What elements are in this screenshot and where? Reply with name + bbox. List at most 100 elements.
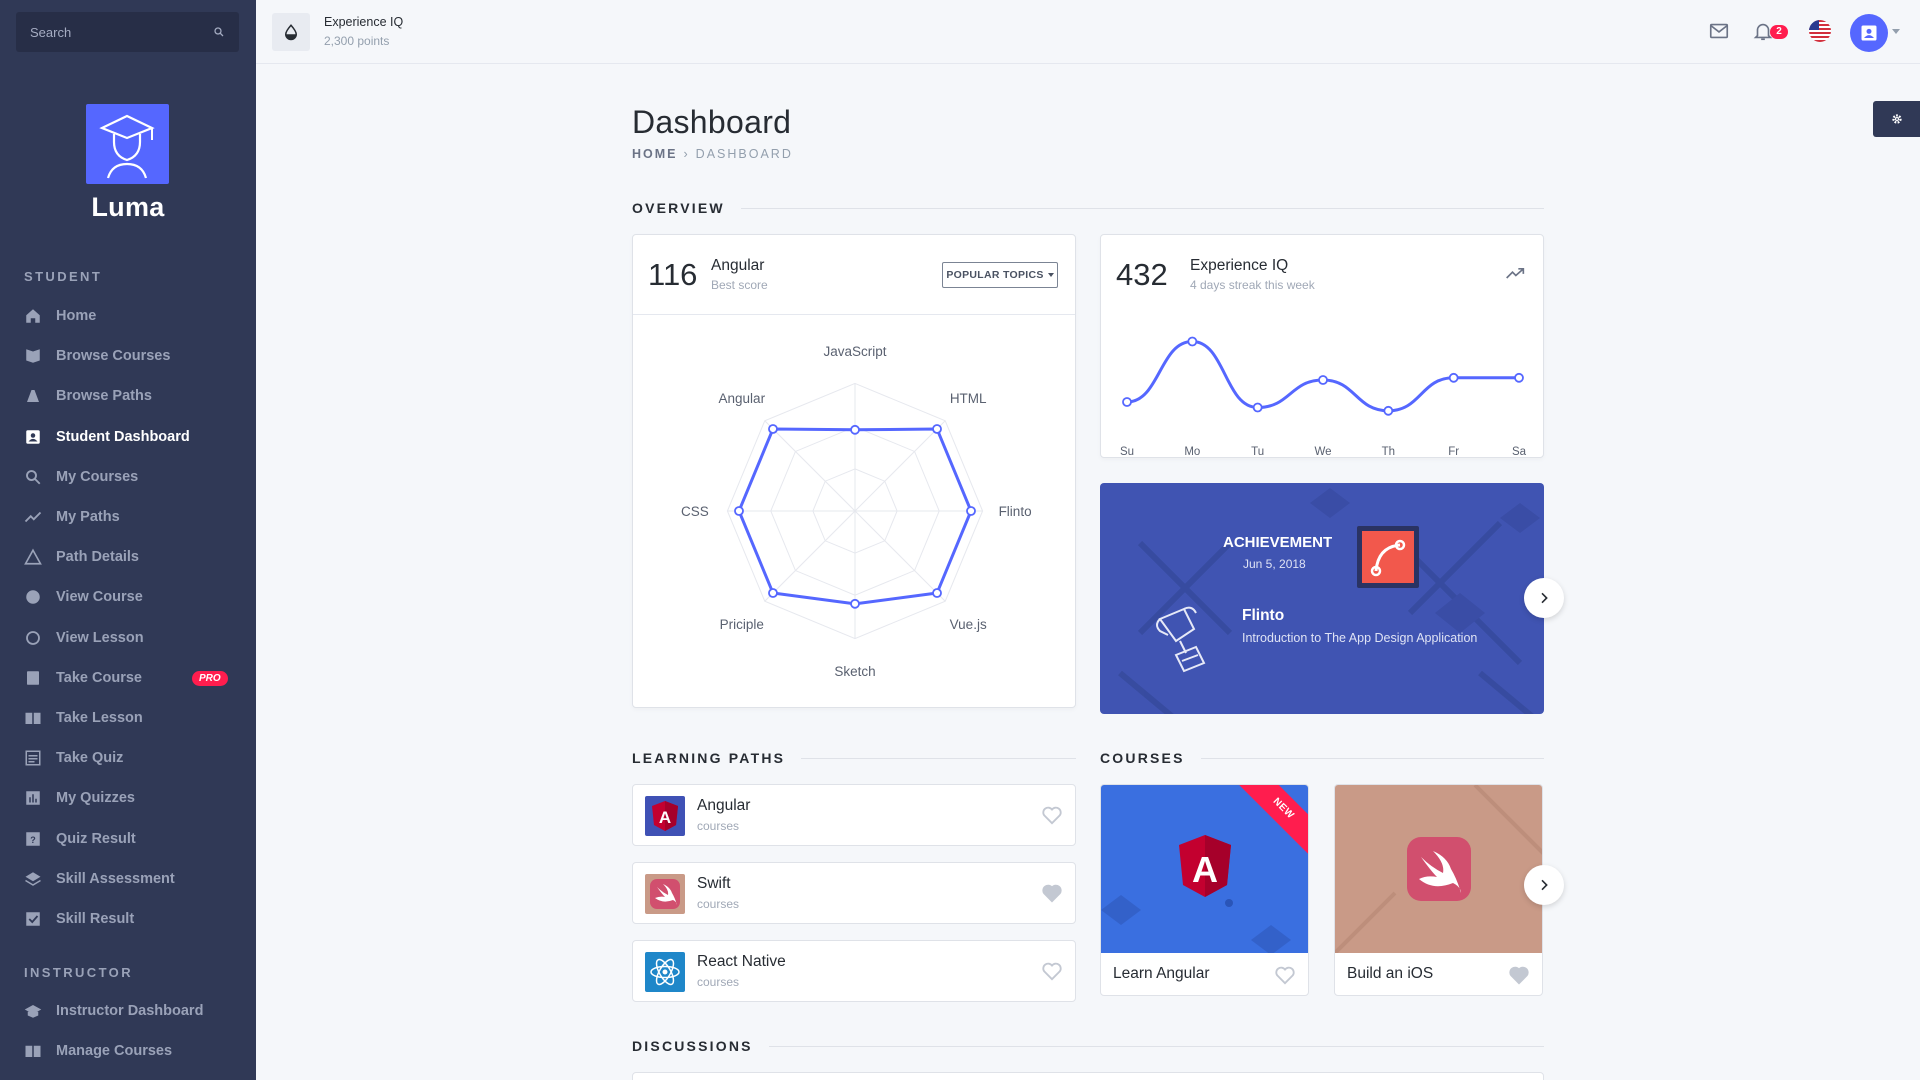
sidebar-item-view-lesson[interactable]: View Lesson <box>24 623 240 653</box>
weekday-tick-label: Mo <box>1184 446 1200 455</box>
radar-label: Flinto <box>999 504 1032 519</box>
chevron-right-icon <box>1541 592 1548 604</box>
weekday-tick-label: Su <box>1120 446 1134 455</box>
sidebar-item-student-dashboard[interactable]: Student Dashboard <box>24 422 240 452</box>
react-native-logo <box>645 952 685 992</box>
learning-path-item[interactable]: React Native courses <box>632 940 1076 1002</box>
heart-filled-icon[interactable] <box>1508 965 1530 985</box>
sidebar-item-skill-result[interactable]: Skill Result <box>24 904 240 934</box>
trending-icon <box>24 508 42 526</box>
heart-outline-icon[interactable] <box>1274 965 1296 985</box>
sidebar-item-label: Home <box>56 308 97 324</box>
chevron-down-icon[interactable] <box>1892 29 1900 34</box>
drop-icon[interactable] <box>272 13 310 51</box>
home-icon <box>24 307 42 325</box>
us-flag-icon[interactable] <box>1808 19 1832 43</box>
sidebar-item-label: Path Details <box>56 549 139 566</box>
course-card[interactable]: Build an iOS <box>1334 784 1543 996</box>
sidebar-item-instructor-dashboard[interactable]: Instructor Dashboard <box>24 996 240 1026</box>
search-icon <box>214 27 224 37</box>
import-contacts-icon <box>24 709 42 727</box>
user-avatar[interactable] <box>1850 14 1888 52</box>
sidebar-item-manage-courses[interactable]: Manage Courses <box>24 1036 240 1066</box>
circle-icon <box>24 629 42 647</box>
gear-icon <box>1891 114 1902 124</box>
sidebar-item-browse-paths[interactable]: Browse Paths <box>24 381 240 411</box>
layers-icon <box>24 870 42 888</box>
sidebar-item-take-lesson[interactable]: Take Lesson <box>24 703 240 733</box>
search-placeholder: Search <box>30 24 72 40</box>
radar-label: CSS <box>681 504 709 519</box>
sidebar-item-my-quizzes[interactable]: My Quizzes <box>24 783 240 813</box>
courses-heading-text: COURSES <box>1100 750 1185 766</box>
settings-button[interactable] <box>1873 101 1920 137</box>
discussions-heading-text: DISCUSSIONS <box>632 1038 753 1054</box>
learning-path-item[interactable]: Swift courses <box>632 862 1076 924</box>
courses-heading: COURSES <box>1100 750 1544 766</box>
breadcrumb-home[interactable]: HOME <box>632 147 678 161</box>
course-title: Learn Angular <box>1113 965 1210 982</box>
sidebar-item-my-courses[interactable]: My Courses <box>24 462 240 492</box>
triangle-icon <box>24 548 42 566</box>
sidebar-item-browse-courses[interactable]: Browse Courses <box>24 341 240 371</box>
xp-title: Experience IQ <box>324 15 404 29</box>
sidebar-item-label: Browse Paths <box>56 388 152 405</box>
mail-icon[interactable] <box>1708 20 1730 42</box>
discussions-heading: DISCUSSIONS <box>632 1038 1544 1054</box>
sidebar-item-take-quiz[interactable]: Take Quiz <box>24 743 240 773</box>
account-box-icon <box>24 428 42 446</box>
weekday-tick-label: We <box>1314 446 1331 455</box>
angular-logo: A <box>645 796 685 836</box>
heart-outline-icon[interactable] <box>1041 961 1063 981</box>
learning-path-item[interactable]: A Angular courses <box>632 784 1076 846</box>
radar-point <box>932 424 942 434</box>
bell-icon[interactable] <box>1752 20 1774 42</box>
sidebar-item-label: View Course <box>56 589 143 606</box>
learning-path-name: Angular <box>697 797 751 814</box>
search-input[interactable]: Search <box>16 12 239 52</box>
brand-logo[interactable] <box>86 104 169 184</box>
sidebar-item-take-course[interactable]: Take Course PRO <box>24 663 240 693</box>
angular-score: 116 <box>648 257 698 292</box>
sidebar-item-label: My Quizzes <box>56 790 135 807</box>
swift-logo <box>645 874 685 914</box>
svg-text:A: A <box>1192 849 1218 890</box>
radar-label: Angular <box>719 391 766 406</box>
heart-filled-icon[interactable] <box>1041 883 1063 903</box>
overview-heading-text: OVERVIEW <box>632 200 725 216</box>
sidebar-item-label: Instructor Dashboard <box>56 1003 204 1019</box>
account-box-icon <box>1861 25 1877 41</box>
radar-point <box>850 598 860 609</box>
sidebar-item-label: Quiz Result <box>56 830 136 847</box>
streak-point <box>1318 375 1328 385</box>
instructor-section-label: INSTRUCTOR <box>24 965 133 980</box>
eye-icon <box>24 588 42 606</box>
sidebar-item-skill-assessment[interactable]: Skill Assessment <box>24 864 240 894</box>
sidebar-item-home[interactable]: Home <box>24 301 240 331</box>
popular-topics-button[interactable]: POPULAR TOPICS <box>942 262 1058 288</box>
trending-up-icon[interactable] <box>1505 265 1525 281</box>
overview-heading: OVERVIEW <box>632 200 1544 216</box>
sidebar-item-my-paths[interactable]: My Paths <box>24 502 240 532</box>
radar-chart: JavaScript HTML Flinto Vue.js Sketch Priciple… <box>681 344 1032 679</box>
streak-point <box>1252 402 1263 413</box>
sidebar-item-path-details[interactable]: Path Details <box>24 542 240 572</box>
course-card[interactable]: A NEW Learn Angular <box>1100 784 1309 996</box>
sidebar-item-quiz-result[interactable]: ? Quiz Result <box>24 824 240 854</box>
learning-path-sub: courses <box>697 897 740 911</box>
radar-axis <box>764 510 856 602</box>
radar-axis <box>854 510 946 602</box>
check-box-icon <box>24 910 42 928</box>
sidebar-item-view-course[interactable]: View Course <box>24 582 240 612</box>
experience-score: 432 <box>1116 257 1168 292</box>
learning-paths-heading-text: LEARNING PATHS <box>632 750 786 766</box>
achievement-next-button[interactable] <box>1524 578 1564 618</box>
courses-next-button[interactable] <box>1524 865 1564 905</box>
sidebar-item-label: Skill Assessment <box>56 870 175 887</box>
achievement-card: ACHIEVEMENT Jun 5, 2018 Flinto Introduct… <box>1100 483 1544 714</box>
experience-iq-card: 432 Experience IQ 4 days streak this wee… <box>1100 234 1544 458</box>
angular-score-card: 116 Angular Best score POPULAR TOPICS Ja… <box>632 234 1076 708</box>
heart-outline-icon[interactable] <box>1041 805 1063 825</box>
topbar: Experience IQ 2,300 points <box>256 0 1920 64</box>
brand-name[interactable]: Luma <box>91 192 165 222</box>
